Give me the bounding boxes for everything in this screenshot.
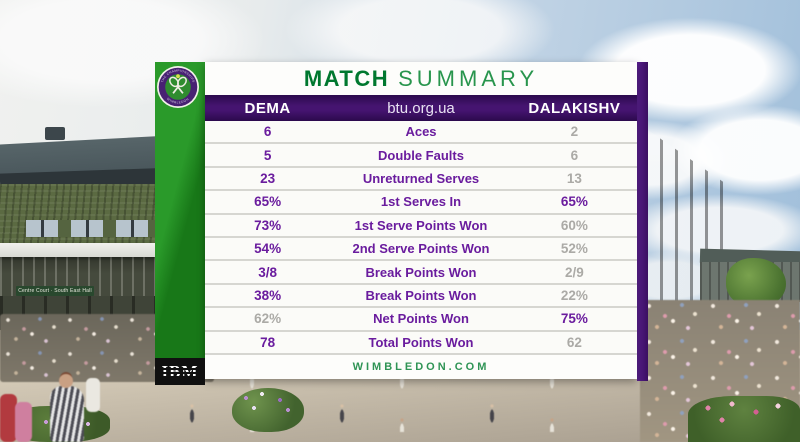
stat-value-right: 6 — [570, 147, 579, 163]
stat-row: 65% 1st Serves In 65% — [205, 191, 637, 215]
stat-value-left: 73% — [254, 217, 282, 233]
stat-label: Break Points Won — [365, 264, 477, 280]
stat-row: 3/8 Break Points Won 2/9 — [205, 261, 637, 285]
stat-row: 5 Double Faults 6 — [205, 144, 637, 168]
tree — [726, 258, 786, 308]
stat-row: 78 Total Points Won 62 — [205, 331, 637, 355]
stat-row: 38% Break Points Won 22% — [205, 284, 637, 309]
stat-row: 54% 2nd Serve Points Won 52% — [205, 237, 637, 262]
flower-bed-right — [688, 396, 800, 442]
wimbledon-logo: THE CHAMPIONSHIPS WIMBLEDON — [156, 65, 200, 109]
stat-value-left: 62% — [254, 311, 282, 327]
purple-side-bar — [637, 62, 648, 381]
stat-label: Break Points Won — [365, 287, 477, 303]
logo-ring-bottom-text: WIMBLEDON — [166, 97, 189, 105]
stat-row: 6 Aces 2 — [205, 121, 637, 145]
stat-value-right: 2/9 — [564, 264, 584, 280]
rooftop-vent — [45, 127, 65, 140]
stat-value-left: 38% — [254, 287, 282, 303]
stat-value-left: 5 — [263, 147, 272, 163]
crossed-rackets-icon — [169, 76, 187, 94]
footer-bar: WIMBLEDON.COM — [205, 354, 637, 379]
spectator-figure — [0, 394, 17, 442]
title-summary: SUMMARY — [398, 65, 539, 91]
stat-label: Net Points Won — [373, 311, 469, 327]
stat-value-right: 13 — [566, 170, 582, 186]
tennis-ball-icon — [176, 74, 180, 79]
stats-table: 6 Aces 2 5 Double Faults 6 23 Unreturned… — [205, 121, 637, 355]
stat-value-right: 2 — [570, 124, 579, 140]
stat-row: 62% Net Points Won 75% — [205, 308, 637, 332]
stat-value-right: 22% — [560, 287, 588, 303]
ibm-logo-text: IBM — [161, 362, 199, 381]
wimbledon-logo-icon: THE CHAMPIONSHIPS WIMBLEDON — [157, 66, 199, 108]
stat-label: Double Faults — [378, 147, 464, 163]
match-summary-panel: MATCH SUMMARY DEMA btu.org.ua DALAKISHV … — [205, 62, 637, 379]
stat-value-left: 6 — [263, 124, 272, 140]
stat-value-right: 62 — [566, 334, 582, 350]
stat-row: 23 Unreturned Serves 13 — [205, 167, 637, 192]
stat-value-left: 78 — [260, 334, 276, 350]
stat-value-right: 65% — [560, 194, 588, 210]
stat-value-left: 65% — [254, 194, 282, 210]
stat-value-left: 23 — [260, 170, 276, 186]
sign-centre-court: Centre Court · South East Hall — [16, 286, 94, 296]
stat-label: 1st Serves In — [380, 194, 462, 210]
players-bar: DEMA btu.org.ua DALAKISHV — [205, 95, 637, 121]
green-side-bar — [155, 62, 205, 358]
stream-watermark: btu.org.ua — [387, 99, 455, 117]
spectator-figure — [86, 378, 100, 412]
stat-label: 1st Serve Points Won — [354, 217, 488, 233]
player-left-name: DEMA — [244, 99, 291, 117]
ibm-logo: IBM — [155, 358, 205, 385]
stat-label: Aces — [405, 124, 437, 140]
wimbledon-url: WIMBLEDON.COM — [352, 360, 490, 373]
stat-value-right: 60% — [560, 217, 588, 233]
player-right-name: DALAKISHV — [528, 99, 621, 117]
svg-text:WIMBLEDON: WIMBLEDON — [166, 97, 190, 105]
stat-value-left: 3/8 — [258, 264, 278, 280]
stat-value-left: 54% — [254, 241, 282, 257]
stat-value-right: 52% — [560, 241, 588, 257]
title-match: MATCH — [303, 65, 390, 91]
stat-label: 2nd Serve Points Won — [352, 241, 490, 257]
flower-planter — [232, 388, 304, 432]
title-bar: MATCH SUMMARY — [205, 62, 637, 95]
stat-label: Total Points Won — [368, 334, 474, 350]
stat-label: Unreturned Serves — [362, 170, 480, 186]
stat-value-right: 75% — [560, 311, 588, 327]
spectator-figure — [50, 374, 84, 442]
stat-row: 73% 1st Serve Points Won 60% — [205, 214, 637, 238]
spectator-figure — [15, 402, 32, 442]
